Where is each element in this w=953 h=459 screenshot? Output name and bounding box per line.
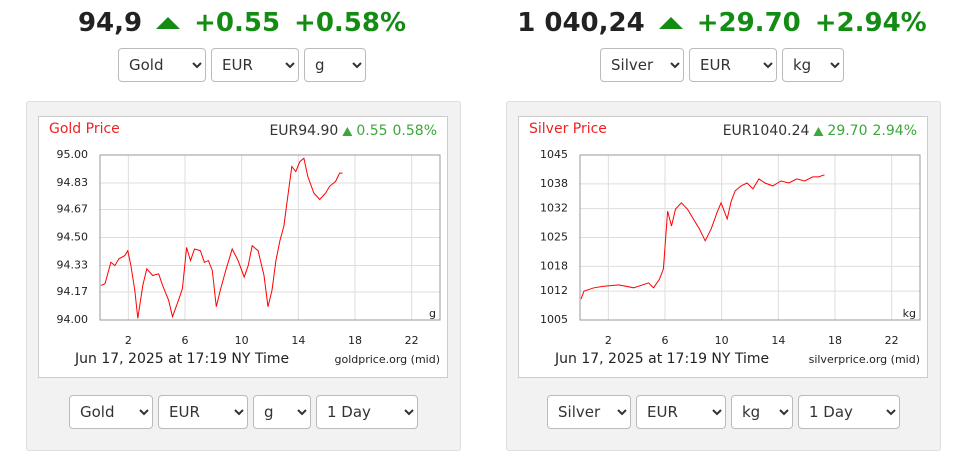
timestamp: Jun 17, 2025 at 17:19 NY Time [74, 351, 289, 367]
quote-percent: 0.58% [393, 123, 437, 139]
x-tick-label: 10 [235, 334, 249, 347]
top-selects: Gold EUR g [2, 48, 482, 82]
metal-select[interactable]: Gold [118, 48, 206, 82]
x-tick-label: 2 [125, 334, 132, 347]
y-tick-label: 1038 [540, 177, 568, 190]
plot-border [579, 154, 921, 321]
quote-price: EUR1040.24 [723, 123, 810, 139]
silver-widget: 1 040,24 +29.70 +2.94% Silver EUR kg Sil… [482, 0, 953, 459]
chart: Silver Price 2.94% 29.70 EUR1040.24 1045 1038… [529, 121, 921, 367]
x-tick-label: 6 [662, 334, 669, 347]
bottom-selects: Gold EUR g 1 Day [27, 395, 460, 429]
y-tick-label: 1018 [540, 259, 568, 272]
period-select[interactable]: 1 Day [316, 395, 418, 429]
x-tick-label: 10 [715, 334, 729, 347]
y-tick-label: 94.67 [57, 202, 89, 215]
unit-select[interactable]: g [253, 395, 311, 429]
plot-border [99, 154, 441, 321]
quote-arrow [342, 127, 353, 136]
x-tick-label: 18 [828, 334, 842, 347]
quote-price: EUR94.90 [269, 123, 338, 139]
metal-select[interactable]: Silver [547, 395, 631, 429]
x-tick-label: 22 [885, 334, 899, 347]
chart-panel: Gold Price 0.58% 0.55 EUR94.90 95.00 94.83 94.… [26, 101, 461, 451]
period-select[interactable]: 1 Day [798, 395, 900, 429]
price-line [580, 174, 825, 300]
unit-select[interactable]: kg [731, 395, 793, 429]
y-tick-label: 1005 [540, 313, 568, 326]
chart: Gold Price 0.58% 0.55 EUR94.90 95.00 94.83 94.… [49, 121, 441, 367]
percent: +2.94% [814, 8, 927, 38]
currency-select[interactable]: EUR [211, 48, 299, 82]
up-arrow [156, 17, 181, 29]
y-tick-label: 94.50 [57, 231, 89, 244]
unit-label: g [429, 307, 436, 320]
currency-select[interactable]: EUR [689, 48, 777, 82]
y-tick-label: 1045 [540, 148, 568, 161]
header: 1 040,24 +29.70 +2.94% [482, 8, 953, 38]
price-line [100, 157, 343, 319]
quote-change: 29.70 [827, 123, 867, 139]
x-tick-label: 22 [405, 334, 419, 347]
x-tick-label: 18 [348, 334, 362, 347]
x-tick-label: 14 [291, 334, 305, 347]
source: silverprice.org (mid) [809, 353, 920, 366]
chart-card: Silver Price 2.94% 29.70 EUR1040.24 1045 1038… [518, 116, 928, 378]
currency-select[interactable]: EUR [158, 395, 248, 429]
currency-select[interactable]: EUR [636, 395, 726, 429]
chart-title: Silver Price [529, 121, 607, 137]
up-arrow [658, 17, 683, 29]
y-tick-label: 94.17 [57, 285, 89, 298]
unit-select[interactable]: kg [782, 48, 844, 82]
chart-title: Gold Price [49, 121, 120, 137]
quote-arrow [813, 127, 824, 136]
y-tick-label: 1032 [540, 202, 568, 215]
x-tick-label: 6 [182, 334, 189, 347]
change: +29.70 [696, 8, 801, 38]
source: goldprice.org (mid) [335, 353, 441, 366]
x-tick-label: 2 [605, 334, 612, 347]
gold-widget: 94,9 +0.55 +0.58% Gold EUR g Gold Price 0… [2, 0, 482, 459]
y-tick-label: 1012 [540, 284, 568, 297]
price: 94,9 [77, 8, 143, 38]
x-tick-label: 14 [771, 334, 785, 347]
percent: +0.58% [294, 8, 407, 38]
y-tick-label: 94.00 [57, 313, 89, 326]
chart-panel: Silver Price 2.94% 29.70 EUR1040.24 1045 1038… [506, 101, 941, 451]
y-tick-label: 94.83 [57, 176, 89, 189]
unit-label: kg [903, 307, 916, 320]
bottom-selects: Silver EUR kg 1 Day [507, 395, 940, 429]
y-tick-label: 94.33 [57, 259, 89, 272]
top-selects: Silver EUR kg [482, 48, 953, 82]
metal-select[interactable]: Silver [600, 48, 684, 82]
metal-select[interactable]: Gold [69, 395, 153, 429]
chart-card: Gold Price 0.58% 0.55 EUR94.90 95.00 94.83 94.… [38, 116, 448, 378]
quote-percent: 2.94% [873, 123, 917, 139]
unit-select[interactable]: g [304, 48, 366, 82]
y-tick-label: 95.00 [57, 148, 89, 161]
price: 1 040,24 [517, 8, 645, 38]
quote-change: 0.55 [356, 123, 387, 139]
header: 94,9 +0.55 +0.58% [2, 8, 482, 38]
timestamp: Jun 17, 2025 at 17:19 NY Time [554, 351, 769, 367]
change: +0.55 [194, 8, 281, 38]
y-tick-label: 1025 [540, 231, 568, 244]
